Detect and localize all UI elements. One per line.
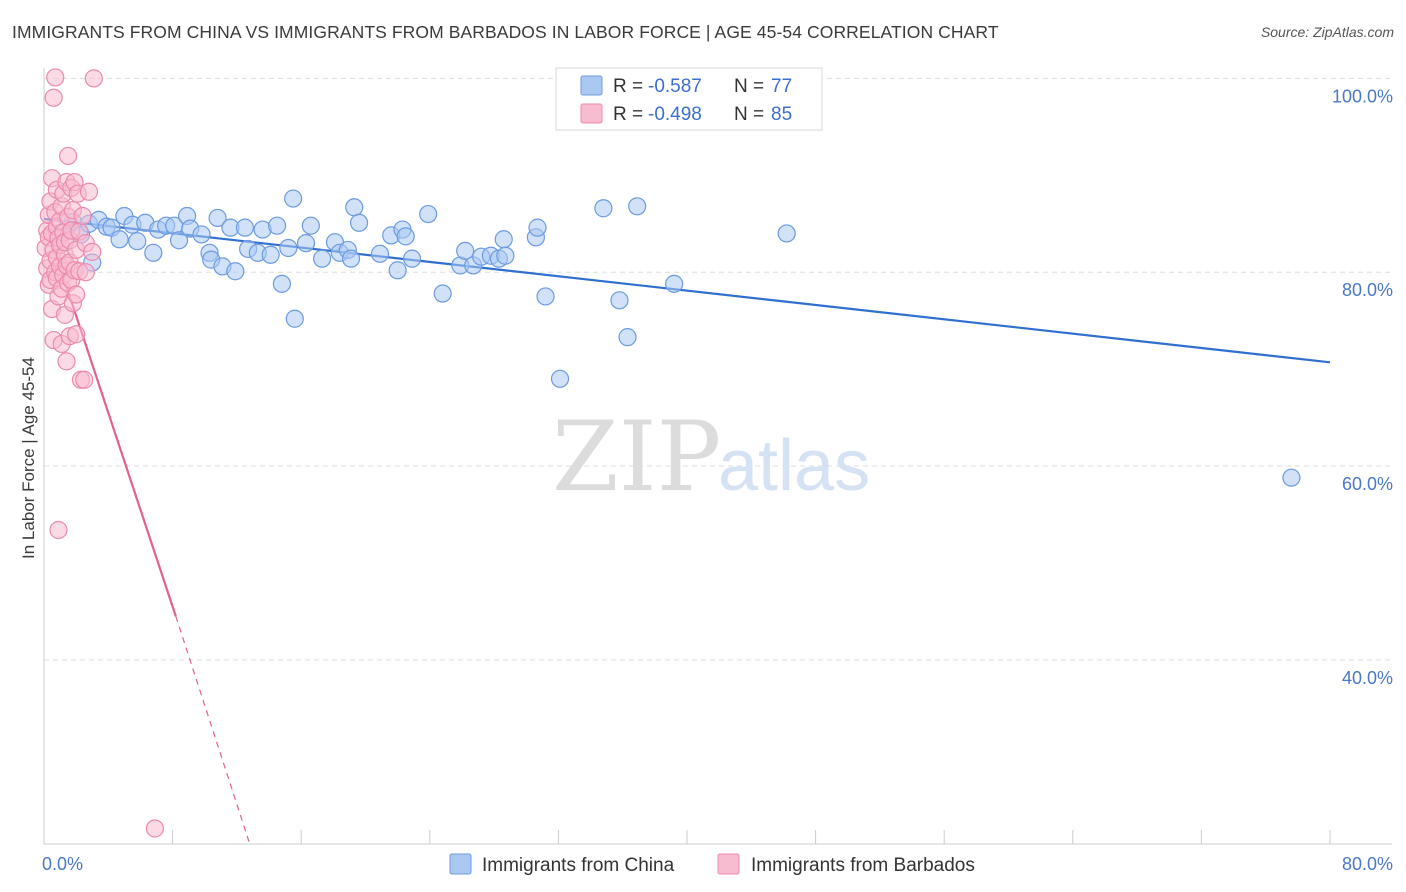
barbados-n-label: N = xyxy=(734,104,764,125)
china-point xyxy=(388,261,407,280)
chart-title: IMMIGRANTS FROM CHINA VS IMMIGRANTS FROM… xyxy=(12,22,999,42)
barbados-point xyxy=(57,352,76,371)
china-point xyxy=(279,238,298,258)
china-point xyxy=(1282,468,1301,487)
china-point xyxy=(494,230,513,249)
barbados-point xyxy=(75,370,94,389)
china-point xyxy=(665,274,684,293)
china-point xyxy=(341,249,361,268)
watermark-zip: ZIP xyxy=(552,401,721,513)
barbados-r-label: R = xyxy=(613,104,643,125)
china-r-value: -0.587 xyxy=(648,76,702,97)
barbados-series-label: Immigrants from Barbados xyxy=(751,855,975,876)
china-point xyxy=(496,246,515,265)
china-point xyxy=(403,249,422,268)
china-point xyxy=(110,230,129,249)
china-point xyxy=(267,216,287,235)
barbados-point xyxy=(59,146,78,166)
y-axis-label: In Labor Force | Age 45-54 xyxy=(19,357,38,559)
x-tick-label: 80.0% xyxy=(1342,854,1393,874)
y-tick-label: 100.0% xyxy=(1332,86,1393,106)
china-legend-swatch xyxy=(580,75,603,96)
china-n-value: 77 xyxy=(771,76,792,97)
y-tick-label: 40.0% xyxy=(1342,668,1393,688)
x-tick-label: 0.0% xyxy=(42,854,83,874)
barbados-series-swatch xyxy=(717,853,740,875)
china-point xyxy=(235,218,255,237)
china-point xyxy=(169,231,189,250)
china-point xyxy=(345,198,364,217)
china-point xyxy=(370,244,390,263)
barbados-point xyxy=(145,819,165,838)
china-point xyxy=(261,245,280,264)
china-series-label: Immigrants from China xyxy=(482,855,675,876)
china-r-label: R = xyxy=(613,76,643,97)
barbados-legend-swatch xyxy=(580,103,603,124)
china-point xyxy=(433,284,452,303)
china-point xyxy=(536,287,555,306)
china-series-swatch xyxy=(449,853,472,875)
china-point xyxy=(144,243,163,262)
china-point xyxy=(284,189,303,208)
x-tick-labels: 0.0% 80.0% xyxy=(42,854,1393,874)
china-point xyxy=(456,241,475,260)
china-point xyxy=(226,262,245,281)
china-point xyxy=(550,369,570,388)
barbados-point xyxy=(76,263,95,282)
china-point xyxy=(312,249,332,268)
y-gridlines xyxy=(44,77,1392,661)
barbados-point xyxy=(83,242,102,261)
china-point xyxy=(192,225,211,244)
china-point xyxy=(349,213,369,232)
barbados-points xyxy=(36,68,165,838)
trend-lines xyxy=(43,217,1331,845)
china-point xyxy=(528,218,547,237)
source-label: Source: ZipAtlas.com xyxy=(1260,24,1394,40)
barbados-point xyxy=(46,68,65,87)
china-point xyxy=(208,208,227,228)
barbados-point xyxy=(49,520,68,540)
barbados-point xyxy=(44,88,63,107)
watermark: ZIP atlas xyxy=(552,401,870,513)
barbados-n-value: 85 xyxy=(771,104,792,125)
china-point xyxy=(128,232,147,251)
china-point xyxy=(594,199,613,218)
china-point xyxy=(296,234,316,253)
barbados-r-value: -0.498 xyxy=(648,104,702,125)
china-point xyxy=(610,291,629,310)
barbados-point xyxy=(73,206,92,226)
china-point xyxy=(285,309,304,328)
stats-legend: R = -0.587 N = 77 R = -0.498 N = 85 xyxy=(555,67,823,131)
china-point xyxy=(777,224,796,243)
china-trend-line xyxy=(43,217,1331,364)
china-point xyxy=(628,197,647,216)
china-point xyxy=(301,216,320,235)
china-point xyxy=(272,274,292,293)
y-tick-label: 80.0% xyxy=(1342,280,1393,300)
china-point xyxy=(396,227,415,246)
y-tick-labels: 100.0% 80.0% 60.0% 40.0% xyxy=(1332,86,1393,687)
barbados-trend-extension xyxy=(175,616,251,845)
barbados-point xyxy=(67,285,86,304)
china-point xyxy=(618,328,637,347)
series-legend: Immigrants from China Immigrants from Ba… xyxy=(449,853,975,876)
china-n-label: N = xyxy=(734,76,764,97)
barbados-point xyxy=(67,325,86,344)
barbados-point xyxy=(84,69,103,88)
watermark-atlas: atlas xyxy=(718,426,870,506)
y-tick-label: 60.0% xyxy=(1342,474,1393,494)
china-point xyxy=(419,204,438,224)
barbados-point xyxy=(79,182,99,201)
